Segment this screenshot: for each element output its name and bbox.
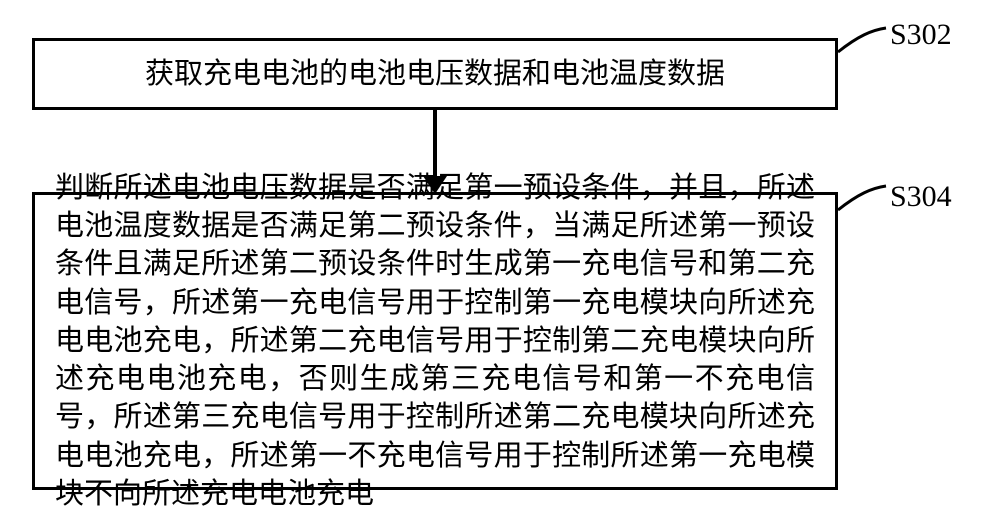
flowchart-canvas: 获取充电电池的电池电压数据和电池温度数据 S302 判断所述电池电压数据是否满足… [0, 0, 1000, 511]
node-label-s304: S304 [890, 180, 952, 214]
leader-path [838, 186, 886, 210]
leader-line-s304 [0, 0, 1000, 260]
